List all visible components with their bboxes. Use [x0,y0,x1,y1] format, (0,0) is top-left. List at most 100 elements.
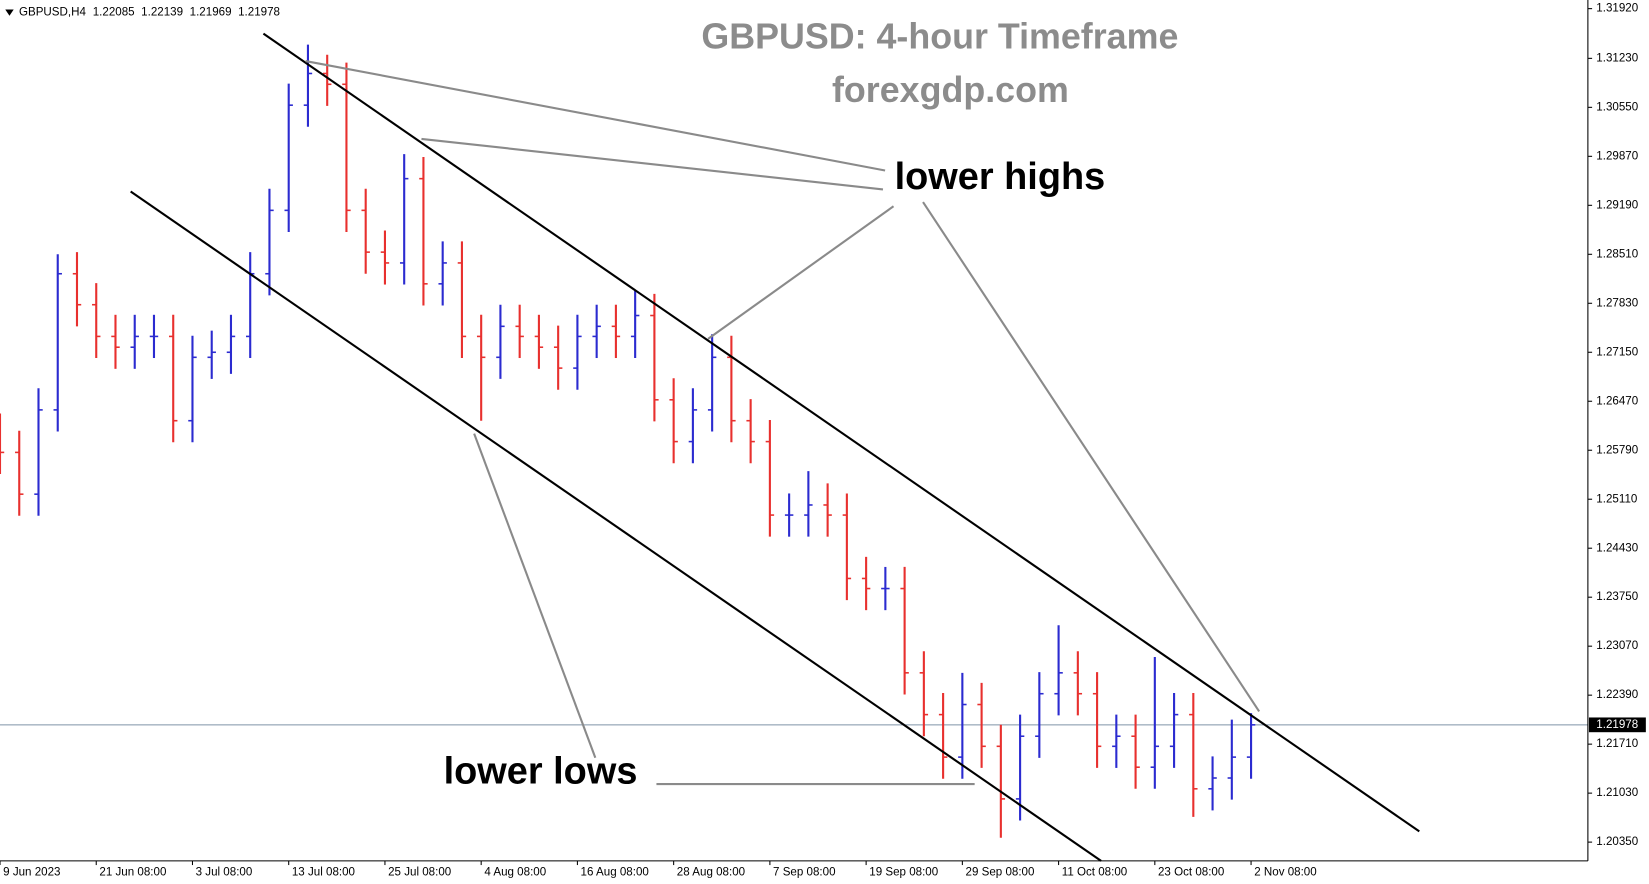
current-price-box [1588,717,1646,733]
lower-channel-line [130,190,1102,862]
x-tick-label: 23 Oct 08:00 [1158,866,1224,878]
quote-open: 1.22085 [93,7,135,19]
ohlc-bar [592,304,601,359]
ohlc-bar [746,399,755,464]
ohlc-bar [92,283,101,359]
x-tick-label: 3 Jul 08:00 [196,866,253,878]
ohlc-bar [15,430,24,516]
ohlc-bar [842,493,852,601]
pointer-line [707,205,895,340]
ohlc-bar [630,291,640,359]
ohlc-bar [457,241,467,359]
y-tick-label: 1.29190 [1596,199,1638,211]
quote-low: 1.21969 [190,7,232,19]
ohlc-bar [861,556,871,611]
ohlc-bar [938,693,948,779]
ohlc-bar [169,314,178,443]
x-tick-label: 13 Jul 08:00 [292,866,355,878]
y-tick-label: 1.30550 [1596,101,1638,113]
ohlc-bar [72,252,82,327]
y-tick-label: 1.27830 [1596,297,1638,309]
ohlc-bar [1073,651,1083,716]
y-tick-label: 1.26470 [1596,395,1638,407]
pointer-line [421,137,884,191]
pointers [305,60,1261,786]
y-tick-label: 1.23070 [1596,640,1638,652]
ohlc-bar [361,188,370,274]
y-tick-label: 1.28510 [1596,248,1638,260]
ohlc-bar [1189,693,1198,817]
pointer-line [473,433,597,759]
ohlc-bar [823,483,832,537]
ohlc-bar [553,325,563,390]
ohlc-bar [0,413,5,475]
x-tick-label: 4 Aug 08:00 [484,866,546,878]
ohlc-bar [534,314,544,369]
ohlc-bar [1246,713,1256,779]
x-tick-label: 25 Jul 08:00 [388,866,451,878]
ohlc-bar [34,388,43,516]
pointer-line [922,201,1261,712]
y-tick-label: 1.24430 [1596,542,1638,554]
annotation: lower highs [895,156,1106,198]
ohlc-bar [1092,672,1102,768]
plot-area [0,44,1588,838]
y-tick-label: 1.22390 [1596,689,1638,701]
ohlc-bar [958,672,967,779]
annotation: lower lows [444,751,638,793]
ohlc-bar [611,304,621,359]
ohlc-bar [438,241,447,306]
y-tick-label: 1.23750 [1596,591,1638,603]
ohlc-bar [149,314,159,359]
ohlc-bar [1112,714,1121,768]
ohlc-bar [707,334,717,432]
ohlc-bar [1208,756,1217,811]
x-tick-label: 7 Sep 08:00 [773,866,835,878]
y-tick-label: 1.31920 [1596,3,1638,15]
ohlc-bar [380,230,390,285]
ohlc-bar [996,724,1006,838]
x-tick-label: 2 Nov 08:00 [1254,866,1316,878]
ohlc-bar [322,54,332,106]
y-tick-label: 1.25790 [1596,444,1638,456]
ohlc-bar [111,314,120,369]
ohlc-bar [188,335,197,443]
ohlc-bar [476,314,486,421]
x-tick-label: 29 Sep 08:00 [966,866,1035,878]
ohlc-bar [919,651,929,737]
ohlc-bar [419,157,428,306]
ohlc-bar [399,154,409,285]
symbol: GBPUSD,H4 [19,7,87,19]
ohlc-bar [881,566,890,611]
ohlc-bar [226,314,236,374]
ohlc-bar [900,566,909,695]
x-tick-label: 19 Sep 08:00 [869,866,938,878]
y-tick-label: 1.20350 [1596,836,1638,848]
x-tick-label: 28 Aug 08:00 [677,866,745,878]
menu-arrow[interactable] [5,9,14,16]
ohlc-bar [515,304,524,359]
ohlc-bar [303,44,313,127]
y-tick-label: 1.21710 [1596,738,1638,750]
ohlc-bar [1169,693,1179,768]
ohlc-bar [53,254,62,432]
x-tick-label: 9 Jun 2023 [3,866,60,878]
ohlc-bar [977,682,986,768]
ohlc-bar [765,419,775,537]
ohlc-bar [1054,625,1063,716]
ohlc-bar [688,388,698,464]
y-tick-label: 1.27150 [1596,346,1638,358]
ohlc-bar [1131,714,1140,789]
ohlc-bar [130,314,139,369]
pointer-line [305,60,886,172]
ohlc-bar [496,304,505,379]
ohlc-bar [1227,719,1237,800]
y-tick-label: 1.25110 [1596,493,1637,505]
y-tick-label: 1.21030 [1596,787,1638,799]
quote-close: 1.21978 [238,7,280,19]
ohlc-bar [265,188,274,296]
ohlc-bar [573,314,582,390]
